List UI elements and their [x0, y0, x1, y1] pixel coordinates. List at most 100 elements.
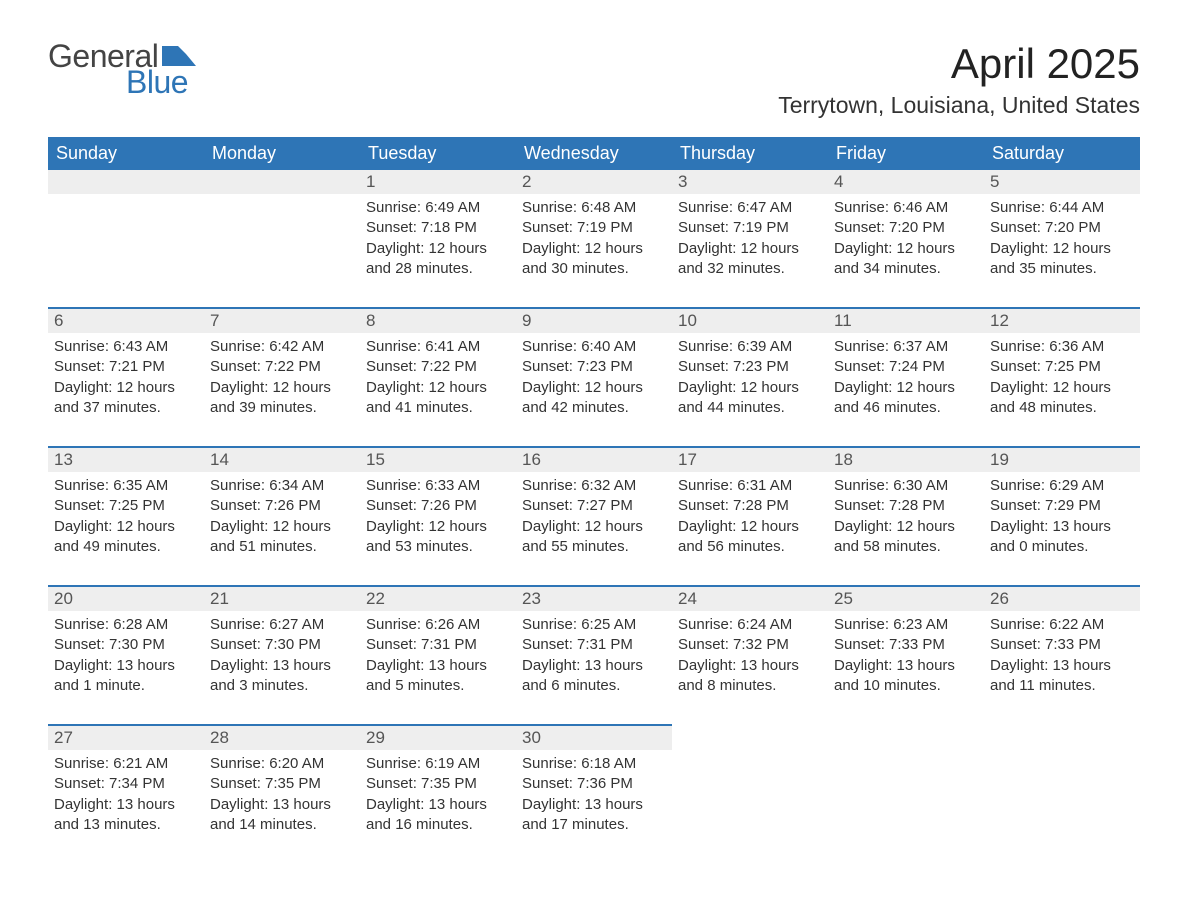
day-header: Sunday: [48, 137, 204, 170]
day-number: 1: [360, 170, 516, 194]
sunrise-text: Sunrise: 6:41 AM: [366, 337, 510, 357]
daylight-line2: and 48 minutes.: [990, 398, 1134, 418]
sunrise-text: Sunrise: 6:42 AM: [210, 337, 354, 357]
day-details: Sunrise: 6:22 AMSunset: 7:33 PMDaylight:…: [984, 611, 1140, 724]
calendar-cell: 24Sunrise: 6:24 AMSunset: 7:32 PMDayligh…: [672, 586, 828, 725]
day-details: Sunrise: 6:33 AMSunset: 7:26 PMDaylight:…: [360, 472, 516, 585]
sunrise-text: Sunrise: 6:35 AM: [54, 476, 198, 496]
sunset-text: Sunset: 7:28 PM: [678, 496, 822, 516]
calendar-cell: 11Sunrise: 6:37 AMSunset: 7:24 PMDayligh…: [828, 308, 984, 447]
calendar-body: 1 Sunrise: 6:49 AMSunset: 7:18 PM Daylight…: [48, 170, 1140, 863]
calendar-cell: 17Sunrise: 6:31 AMSunset: 7:28 PMDayligh…: [672, 447, 828, 586]
sunset-text: Sunset: 7:34 PM: [54, 774, 198, 794]
day-number: 18: [828, 448, 984, 472]
daylight-line1: Daylight: 12 hours: [210, 517, 354, 537]
title-block: April 2025 Terrytown, Louisiana, United …: [778, 40, 1140, 131]
day-header: Thursday: [672, 137, 828, 170]
daylight-line1: Daylight: 13 hours: [522, 656, 666, 676]
sunrise-text: Sunrise: 6:37 AM: [834, 337, 978, 357]
sunset-text: Sunset: 7:29 PM: [990, 496, 1134, 516]
day-details: Sunrise: 6:37 AMSunset: 7:24 PMDaylight:…: [828, 333, 984, 446]
sunset-text: Sunset: 7:28 PM: [834, 496, 978, 516]
sunrise-text: Sunrise: 6:26 AM: [366, 615, 510, 635]
daylight-line2: and 30 minutes.: [522, 259, 666, 279]
location-subtitle: Terrytown, Louisiana, United States: [778, 92, 1140, 119]
sunset-text: Sunset: 7:35 PM: [366, 774, 510, 794]
calendar-cell: 6Sunrise: 6:43 AMSunset: 7:21 PMDaylight…: [48, 308, 204, 447]
sunrise-text: Sunrise: 6:28 AM: [54, 615, 198, 635]
day-details: Sunrise: 6:27 AMSunset: 7:30 PMDaylight:…: [204, 611, 360, 724]
day-header: Wednesday: [516, 137, 672, 170]
sunset-text: Sunset: 7:33 PM: [834, 635, 978, 655]
daylight-line2: and 14 minutes.: [210, 815, 354, 835]
day-number: 29: [360, 726, 516, 750]
sunrise-text: Sunrise: 6:32 AM: [522, 476, 666, 496]
calendar-week-row: 1 Sunrise: 6:49 AMSunset: 7:18 PM Daylight…: [48, 170, 1140, 308]
day-details: Sunrise: 6:25 AMSunset: 7:31 PMDaylight:…: [516, 611, 672, 724]
sunset-text: Sunset: 7:19 PM: [522, 218, 666, 238]
sunset-text: Sunset: 7:21 PM: [54, 357, 198, 377]
daylight-line1: Daylight: 12 hours: [678, 378, 822, 398]
day-number: 3: [672, 170, 828, 194]
sunset-text: Sunset: 7:23 PM: [678, 357, 822, 377]
calendar-cell: 9Sunrise: 6:40 AMSunset: 7:23 PMDaylight…: [516, 308, 672, 447]
sunrise-text: Sunrise: 6:31 AM: [678, 476, 822, 496]
day-header: Monday: [204, 137, 360, 170]
sunrise-text: Sunrise: 6:46 AM: [834, 198, 978, 218]
day-details: Sunrise: 6:19 AMSunset: 7:35 PMDaylight:…: [360, 750, 516, 863]
sunrise-text: Sunrise: 6:44 AM: [990, 198, 1134, 218]
day-number: 25: [828, 587, 984, 611]
month-title: April 2025: [778, 40, 1140, 88]
day-details: [984, 749, 1140, 839]
daylight-line1: Daylight: 13 hours: [210, 795, 354, 815]
day-number: 4: [828, 170, 984, 194]
calendar-cell: 13Sunrise: 6:35 AMSunset: 7:25 PMDayligh…: [48, 447, 204, 586]
daylight-line1: Daylight: 12 hours: [990, 378, 1134, 398]
sunrise-text: Sunrise: 6:34 AM: [210, 476, 354, 496]
day-number: 22: [360, 587, 516, 611]
sunrise-text: Sunrise: 6:19 AM: [366, 754, 510, 774]
day-details: Sunrise: 6:34 AMSunset: 7:26 PMDaylight:…: [204, 472, 360, 585]
daylight-line2: and 39 minutes.: [210, 398, 354, 418]
daylight-line1: Daylight: 12 hours: [366, 378, 510, 398]
day-details: [48, 194, 204, 284]
daylight-line2: and 51 minutes.: [210, 537, 354, 557]
daylight-line2: and 1 minute.: [54, 676, 198, 696]
calendar-cell: [204, 170, 360, 308]
sunset-text: Sunset: 7:32 PM: [678, 635, 822, 655]
day-header: Tuesday: [360, 137, 516, 170]
day-number: 14: [204, 448, 360, 472]
day-number: 19: [984, 448, 1140, 472]
calendar-cell: 14Sunrise: 6:34 AMSunset: 7:26 PMDayligh…: [204, 447, 360, 586]
calendar-cell: 7Sunrise: 6:42 AMSunset: 7:22 PMDaylight…: [204, 308, 360, 447]
calendar-cell: 30Sunrise: 6:18 AMSunset: 7:36 PMDayligh…: [516, 725, 672, 863]
daylight-line2: and 17 minutes.: [522, 815, 666, 835]
day-number: 27: [48, 726, 204, 750]
daylight-line1: Daylight: 13 hours: [54, 656, 198, 676]
daylight-line1: Daylight: 13 hours: [834, 656, 978, 676]
logo: General Blue: [48, 40, 196, 98]
day-number: 28: [204, 726, 360, 750]
sunset-text: Sunset: 7:19 PM: [678, 218, 822, 238]
daylight-line2: and 42 minutes.: [522, 398, 666, 418]
daylight-line2: and 3 minutes.: [210, 676, 354, 696]
sunset-text: Sunset: 7:31 PM: [522, 635, 666, 655]
day-details: Sunrise: 6:26 AMSunset: 7:31 PMDaylight:…: [360, 611, 516, 724]
daylight-line1: Daylight: 12 hours: [54, 378, 198, 398]
sunrise-text: Sunrise: 6:33 AM: [366, 476, 510, 496]
daylight-line2: and 55 minutes.: [522, 537, 666, 557]
sunrise-text: Sunrise: 6:18 AM: [522, 754, 666, 774]
sunrise-text: Sunrise: 6:49 AM: [366, 198, 510, 218]
day-number: 23: [516, 587, 672, 611]
daylight-line2: and 56 minutes.: [678, 537, 822, 557]
calendar-week-row: 13Sunrise: 6:35 AMSunset: 7:25 PMDayligh…: [48, 447, 1140, 586]
day-details: Sunrise: 6:40 AMSunset: 7:23 PMDaylight:…: [516, 333, 672, 446]
sunset-text: Sunset: 7:18 PM: [366, 218, 510, 238]
day-details: Sunrise: 6:43 AMSunset: 7:21 PMDaylight:…: [48, 333, 204, 446]
daylight-line1: Daylight: 12 hours: [678, 239, 822, 259]
day-header: Friday: [828, 137, 984, 170]
day-details: Sunrise: 6:32 AMSunset: 7:27 PMDaylight:…: [516, 472, 672, 585]
daylight-line2: and 37 minutes.: [54, 398, 198, 418]
sunrise-text: Sunrise: 6:25 AM: [522, 615, 666, 635]
calendar-cell: 10Sunrise: 6:39 AMSunset: 7:23 PMDayligh…: [672, 308, 828, 447]
